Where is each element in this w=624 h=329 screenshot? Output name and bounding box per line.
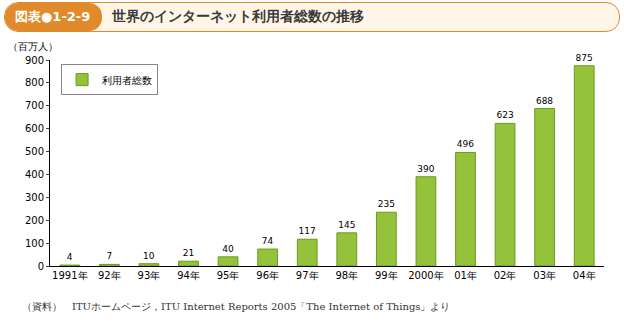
- svg-text:95年: 95年: [217, 270, 240, 281]
- svg-text:235: 235: [378, 199, 395, 209]
- svg-text:200: 200: [25, 215, 44, 226]
- svg-text:100: 100: [25, 238, 44, 249]
- svg-text:0: 0: [38, 261, 44, 272]
- svg-text:496: 496: [457, 139, 474, 149]
- svg-text:4: 4: [67, 252, 73, 262]
- svg-text:03年: 03年: [533, 270, 556, 281]
- svg-text:40: 40: [222, 244, 234, 254]
- svg-text:99年: 99年: [375, 270, 398, 281]
- svg-text:688: 688: [536, 96, 553, 106]
- svg-text:390: 390: [417, 164, 434, 174]
- svg-text:900: 900: [25, 55, 44, 66]
- svg-text:1991年: 1991年: [52, 270, 87, 281]
- svg-text:875: 875: [576, 53, 593, 63]
- svg-text:117: 117: [299, 226, 316, 236]
- svg-text:98年: 98年: [335, 270, 358, 281]
- svg-text:利用者総数: 利用者総数: [102, 75, 152, 86]
- svg-text:96年: 96年: [256, 270, 279, 281]
- html-text:図表●1-2-9: 図表●1-2-9: [15, 9, 91, 24]
- svg-text:97年: 97年: [296, 270, 319, 281]
- svg-text:（百万人）: （百万人）: [8, 41, 58, 52]
- svg-text:94年: 94年: [177, 270, 200, 281]
- html-text:（資料） ITUホームページ，ITU Internet Re: （資料） ITUホームページ，ITU Internet Reports 2005…: [22, 301, 451, 312]
- svg-text:500: 500: [25, 146, 44, 157]
- svg-text:600: 600: [25, 123, 44, 134]
- svg-text:04年: 04年: [573, 270, 596, 281]
- svg-text:400: 400: [25, 169, 44, 180]
- svg-text:2000年: 2000年: [408, 270, 443, 281]
- svg-text:74: 74: [262, 236, 274, 246]
- svg-text:92年: 92年: [98, 270, 121, 281]
- svg-text:800: 800: [25, 77, 44, 88]
- svg-text:623: 623: [496, 110, 513, 120]
- svg-text:01年: 01年: [454, 270, 477, 281]
- svg-text:21: 21: [183, 248, 194, 258]
- svg-text:7: 7: [106, 251, 112, 261]
- svg-text:10: 10: [143, 251, 155, 261]
- svg-text:93年: 93年: [138, 270, 161, 281]
- svg-text:02年: 02年: [494, 270, 517, 281]
- html-text:世界のインターネット利用者総数の推移: 世界のインターネット利用者総数の推移: [112, 8, 365, 24]
- svg-text:700: 700: [25, 100, 44, 111]
- svg-text:300: 300: [25, 192, 44, 203]
- svg-text:145: 145: [338, 220, 355, 230]
